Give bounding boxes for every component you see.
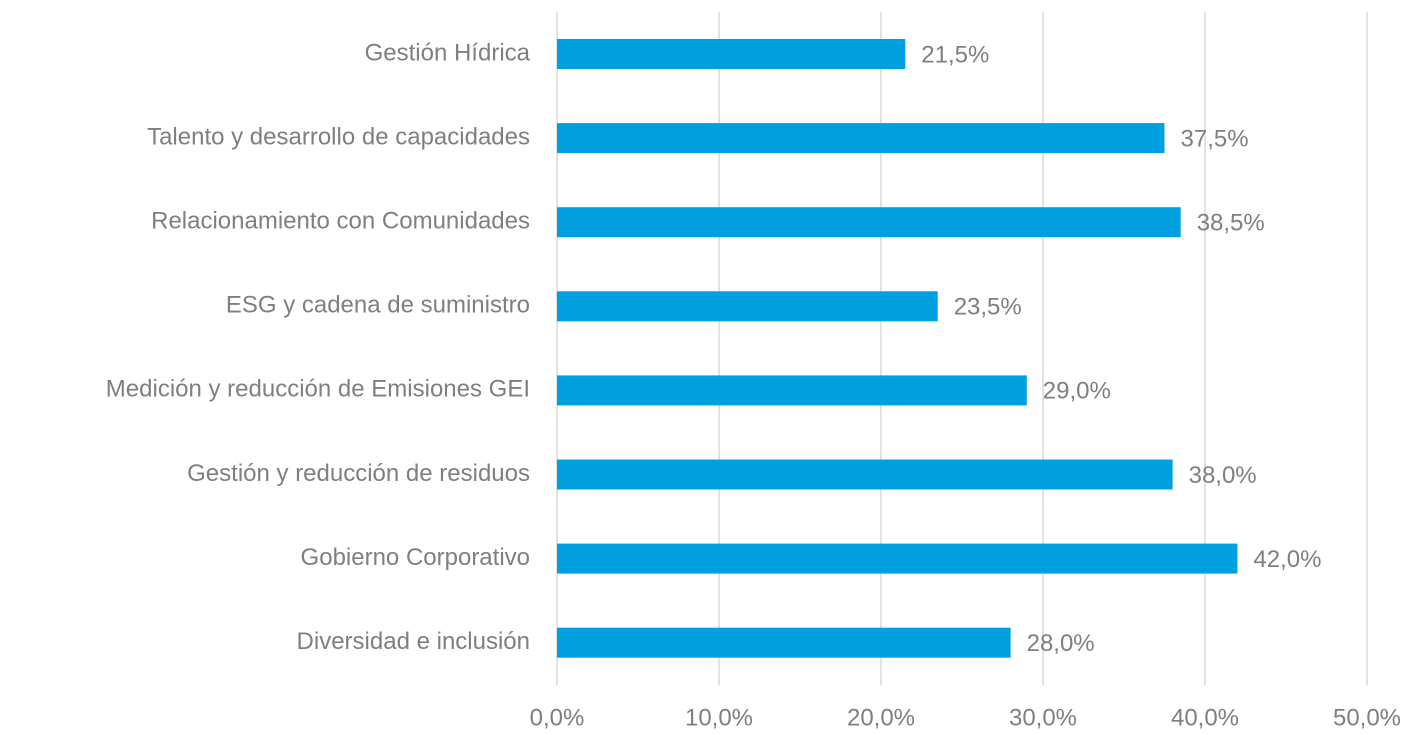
bar (557, 459, 1173, 490)
bar (557, 207, 1181, 238)
x-tick-label: 50,0% (1333, 704, 1401, 731)
x-tick-label: 0,0% (530, 704, 585, 731)
y-tick-label: Gestión Hídrica (365, 39, 531, 66)
y-tick-label: Diversidad e inclusión (297, 628, 530, 655)
data-label: 21,5% (921, 41, 989, 68)
bar (557, 543, 1238, 574)
bar (557, 39, 906, 69)
y-tick-label: Gobierno Corporativo (301, 544, 530, 571)
data-label: 38,5% (1197, 210, 1265, 237)
bar (557, 627, 1011, 658)
y-tick-label: ESG y cadena de suministro (226, 292, 530, 319)
y-tick-label: Relacionamiento con Comunidades (151, 208, 530, 235)
data-label: 42,0% (1253, 546, 1321, 573)
data-label: 28,0% (1027, 630, 1095, 657)
y-tick-label: Medición y reducción de Emisiones GEI (106, 376, 530, 403)
x-tick-label: 20,0% (847, 704, 915, 731)
y-tick-label: Gestión y reducción de residuos (187, 460, 530, 487)
x-tick-label: 40,0% (1171, 704, 1239, 731)
data-label: 37,5% (1181, 125, 1249, 152)
data-label: 29,0% (1043, 378, 1111, 405)
data-label: 38,0% (1189, 462, 1257, 489)
y-tick-label: Talento y desarrollo de capacidades (147, 123, 530, 150)
data-label: 23,5% (954, 294, 1022, 321)
bar (557, 375, 1027, 406)
bar (557, 123, 1165, 154)
x-tick-label: 30,0% (1009, 704, 1077, 731)
x-tick-label: 10,0% (685, 704, 753, 731)
bar (557, 291, 938, 322)
